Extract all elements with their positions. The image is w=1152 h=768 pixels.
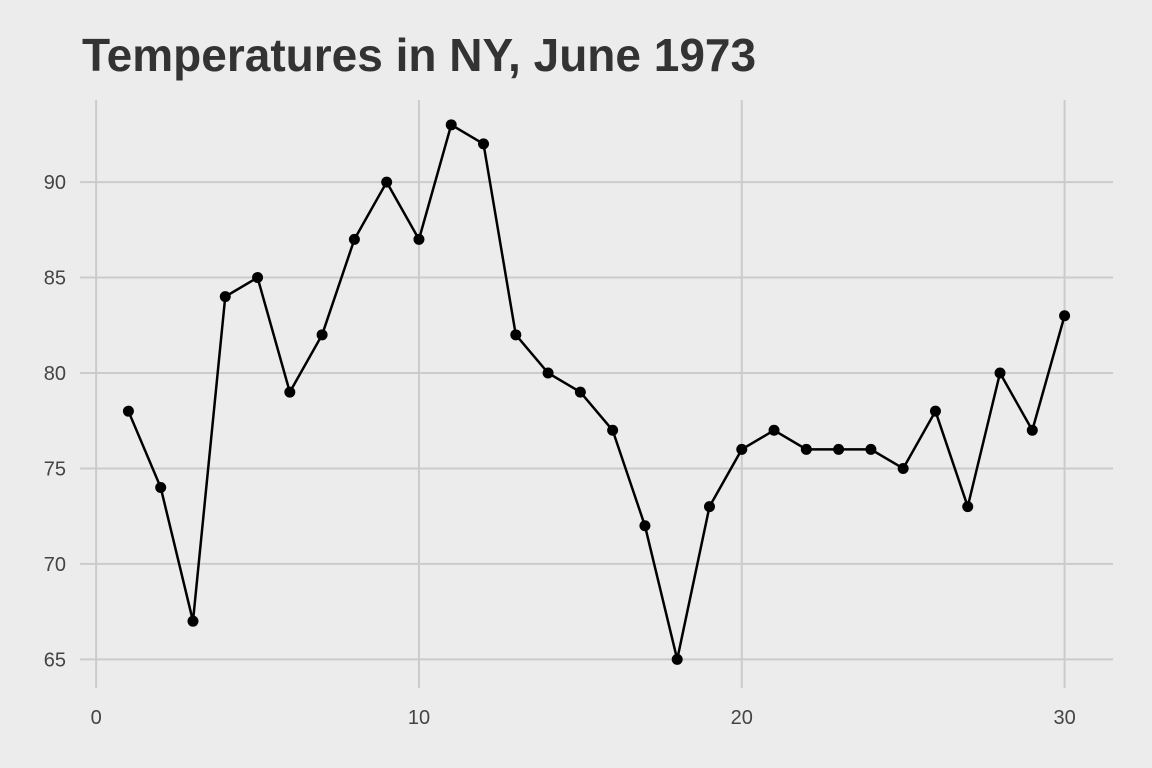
data-point — [833, 443, 845, 455]
data-point — [994, 367, 1006, 379]
data-point — [1059, 310, 1071, 322]
data-point — [574, 386, 586, 398]
x-tick-label: 0 — [91, 707, 102, 729]
y-tick-label: 65 — [44, 649, 66, 671]
data-point — [736, 443, 748, 455]
data-point — [478, 138, 490, 150]
data-point — [381, 176, 393, 188]
data-point — [284, 386, 296, 398]
data-point — [703, 501, 715, 513]
x-tick-label: 10 — [408, 707, 430, 729]
data-point — [607, 424, 619, 436]
x-tick-label: 30 — [1053, 707, 1075, 729]
y-tick-label: 90 — [44, 172, 66, 194]
data-point — [413, 233, 425, 245]
data-point — [219, 291, 231, 303]
data-point — [639, 520, 651, 532]
y-tick-label: 75 — [44, 458, 66, 480]
data-point — [865, 443, 877, 455]
data-point — [1026, 424, 1038, 436]
data-point — [929, 405, 941, 417]
data-point — [671, 653, 683, 665]
data-point — [187, 615, 199, 627]
data-point — [542, 367, 554, 379]
y-tick-label: 80 — [44, 363, 66, 385]
data-point — [510, 329, 522, 341]
data-point — [316, 329, 328, 341]
y-tick-label: 85 — [44, 268, 66, 290]
data-point — [897, 462, 909, 474]
data-point — [445, 119, 457, 131]
chart-title: Temperatures in NY, June 1973 — [82, 29, 757, 81]
data-point — [252, 272, 264, 284]
data-point — [348, 233, 360, 245]
y-tick-label: 70 — [44, 554, 66, 576]
data-point — [155, 482, 167, 494]
series-line — [127, 123, 1066, 661]
x-tick-label: 20 — [731, 707, 753, 729]
data-point — [962, 501, 974, 513]
data-point — [800, 443, 812, 455]
data-point — [122, 405, 134, 417]
data-point — [768, 424, 780, 436]
